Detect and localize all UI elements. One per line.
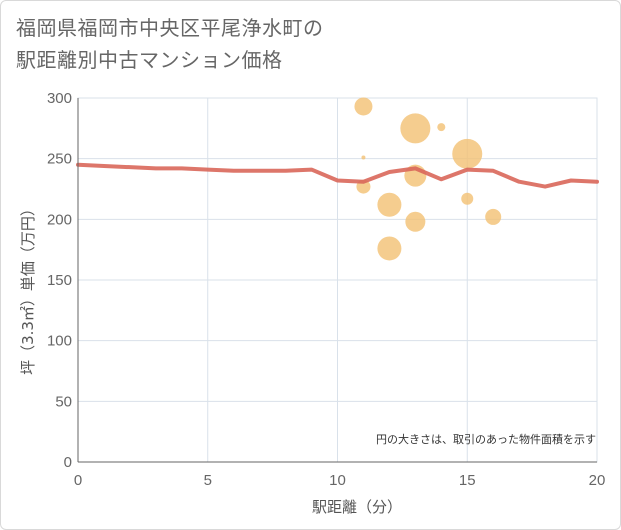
y-tick-label: 100 (47, 333, 72, 350)
bubble-point (354, 97, 373, 116)
bubble-point (361, 155, 366, 160)
title-line-2: 駅距離別中古マンション価格 (16, 48, 283, 72)
y-tick-label: 150 (47, 272, 72, 289)
x-tick-label: 5 (204, 472, 212, 489)
title-line-1: 福岡県福岡市中央区平尾浄水町の (16, 16, 324, 40)
x-tick-label: 0 (74, 472, 82, 489)
x-tick-label: 20 (589, 472, 606, 489)
y-tick-label: 300 (47, 90, 72, 107)
grid (77, 97, 598, 463)
bubbles (354, 97, 502, 261)
chart-title: 福岡県福岡市中央区平尾浄水町の 駅距離別中古マンション価格 (16, 12, 606, 76)
bubble-point (377, 236, 402, 261)
bubble-point (405, 211, 426, 232)
y-tick-label: 50 (55, 393, 72, 410)
axes (77, 98, 597, 463)
bubble-point (461, 192, 474, 205)
bubble-point (485, 208, 502, 225)
trend-lines (76, 162, 599, 189)
y-axis-label: 坪（3.3㎡）単価（万円） (19, 201, 37, 375)
bubble-point (377, 192, 402, 217)
y-tick-label: 0 (64, 454, 72, 471)
tick-labels: 0 50 100 150 200 250 300 0 5 10 15 20 (47, 90, 605, 489)
bubble-point (437, 123, 446, 132)
x-tick-label: 10 (329, 472, 346, 489)
y-tick-label: 250 (47, 151, 72, 168)
bubble-point (452, 138, 483, 169)
x-tick-label: 15 (459, 472, 476, 489)
bubble-point (400, 113, 431, 144)
bubble-size-note: 円の大きさは、取引のあった物件面積を示す (376, 432, 596, 446)
x-axis-label: 駅距離（分） (312, 498, 402, 516)
trend-line (76, 162, 599, 189)
y-tick-label: 200 (47, 211, 72, 228)
